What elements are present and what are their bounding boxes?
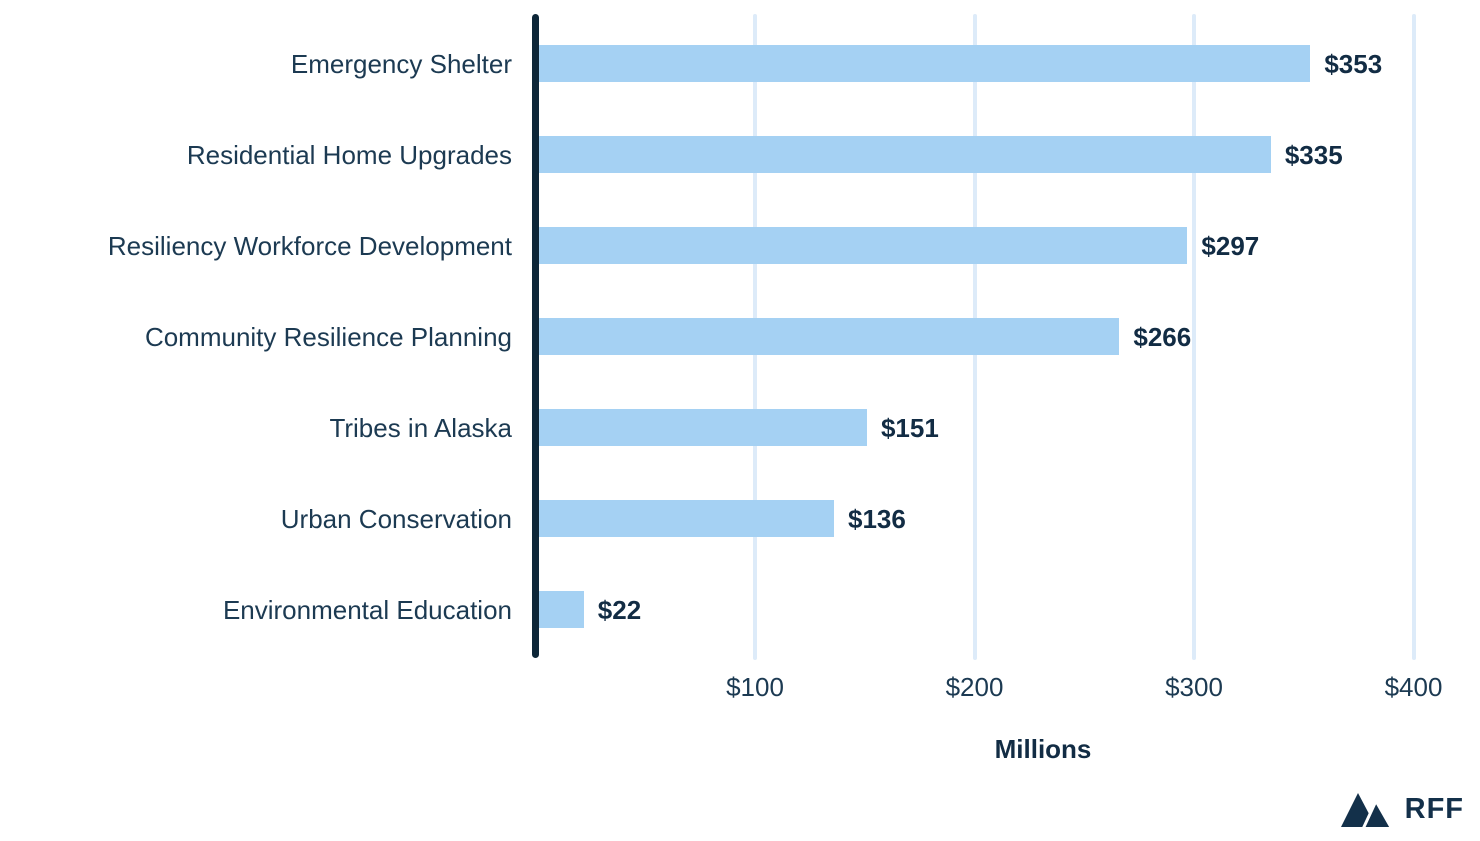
bar: [539, 318, 1120, 355]
gridline: [1192, 14, 1196, 660]
gridline: [1411, 14, 1416, 660]
x-tick-label: $200: [945, 672, 1004, 702]
bar: [539, 227, 1188, 264]
y-axis-line: [532, 14, 539, 658]
category-label: Resiliency Workforce Development: [107, 230, 512, 261]
x-tick-label: $100: [726, 672, 784, 702]
category-label: Emergency Shelter: [290, 48, 512, 79]
value-label: $297: [1201, 230, 1260, 261]
value-label: $22: [597, 594, 642, 625]
bar: [539, 409, 867, 446]
bar: [539, 45, 1311, 82]
mountains-icon: [1340, 793, 1392, 827]
category-label: Residential Home Upgrades: [186, 139, 512, 170]
bar: [539, 591, 584, 628]
category-label: Community Resilience Planning: [144, 321, 512, 352]
value-label: $353: [1324, 48, 1383, 79]
value-label: $136: [848, 503, 906, 534]
value-label: $335: [1284, 139, 1343, 170]
x-tick-label: $300: [1165, 672, 1223, 702]
bar: [539, 136, 1271, 173]
x-axis-title: Millions: [994, 734, 1092, 764]
category-label: Environmental Education: [222, 594, 512, 625]
bar: [539, 500, 835, 537]
value-label: $151: [880, 412, 939, 443]
x-tick-label: $400: [1384, 672, 1443, 702]
category-label: Urban Conservation: [280, 503, 512, 534]
rff-logo-text: RFF: [1404, 792, 1464, 825]
rff-logo: RFF: [1340, 791, 1464, 827]
value-label: $266: [1133, 321, 1192, 352]
category-label: Tribes in Alaska: [329, 412, 512, 443]
